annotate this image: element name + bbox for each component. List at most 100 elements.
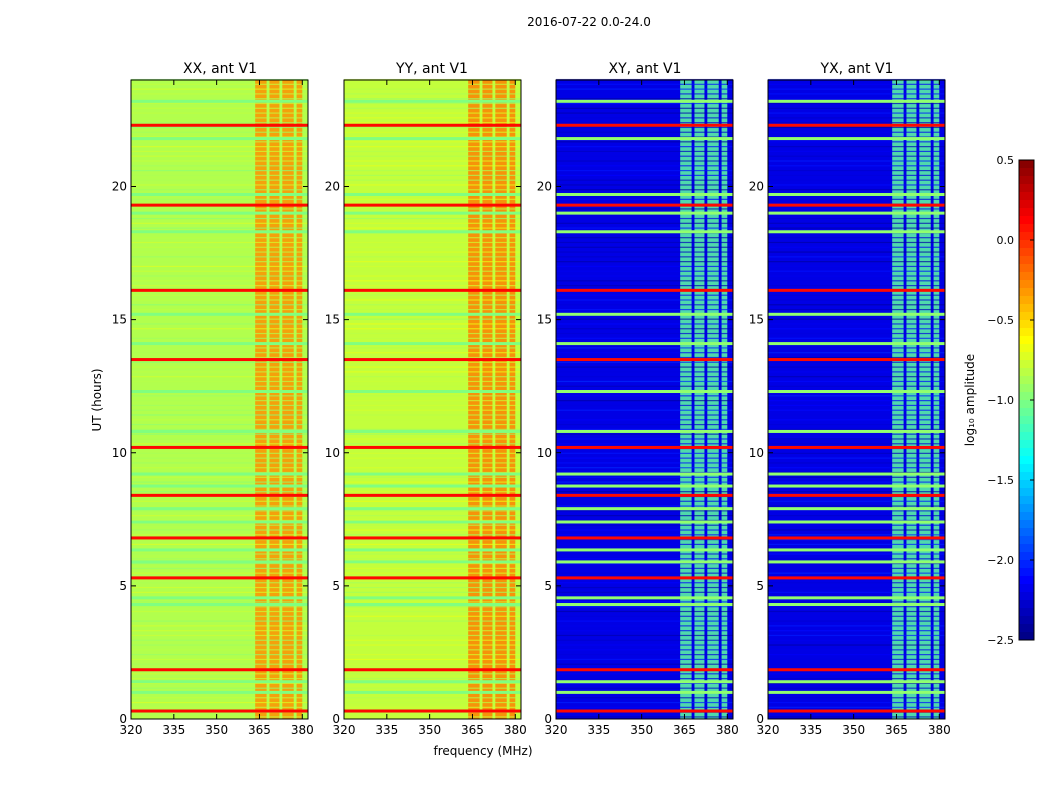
time-stripe — [131, 83, 308, 85]
time-stripe — [344, 208, 521, 210]
time-stripe — [556, 395, 733, 397]
time-stripe — [768, 515, 945, 517]
time-stripe — [556, 529, 733, 531]
time-stripe — [768, 395, 945, 397]
time-stripe — [556, 189, 733, 191]
time-stripe — [768, 112, 945, 114]
time-stripe — [556, 126, 733, 129]
time-stripe — [344, 347, 521, 349]
time-stripe — [344, 457, 521, 459]
time-stripe — [131, 682, 308, 684]
time-stripe — [344, 409, 521, 411]
time-stripe — [556, 625, 733, 627]
time-stripe — [768, 184, 945, 186]
time-stripe — [768, 299, 945, 301]
time-stripe — [768, 601, 945, 603]
time-stripe — [344, 328, 521, 330]
time-stripe — [131, 126, 308, 129]
rfi-band — [468, 80, 480, 719]
flagged-row — [556, 484, 733, 488]
flagged-row — [344, 576, 521, 580]
time-stripe — [344, 615, 521, 617]
time-stripe — [344, 476, 521, 478]
time-stripe — [344, 352, 521, 354]
time-stripe — [131, 366, 308, 368]
time-stripe — [556, 428, 733, 430]
colorbar-segment — [1019, 320, 1034, 329]
time-stripe — [344, 222, 521, 224]
time-stripe — [344, 519, 521, 522]
colorbar-segment — [1019, 552, 1034, 561]
colorbar-tick-label: −1.5 — [987, 474, 1014, 487]
time-stripe — [131, 189, 308, 191]
time-stripe — [768, 433, 945, 435]
flagged-row — [768, 137, 945, 141]
flagged-row — [344, 99, 521, 103]
flagged-row — [344, 484, 521, 488]
time-stripe — [556, 165, 733, 167]
time-stripe — [344, 179, 521, 181]
time-stripe — [556, 716, 733, 718]
time-stripe — [556, 146, 733, 148]
time-stripe — [768, 131, 945, 133]
colorbar-label: log₁₀ amplitude — [963, 354, 977, 446]
colorbar-segment — [1019, 248, 1034, 257]
colorbar-segment — [1019, 368, 1034, 377]
time-stripe — [768, 222, 945, 224]
time-stripe — [344, 649, 521, 651]
time-stripe — [768, 347, 945, 349]
time-stripe — [556, 534, 733, 536]
flagged-row — [768, 560, 945, 564]
colorbar-segment — [1019, 208, 1034, 217]
flagged-row — [768, 668, 945, 672]
time-stripe — [556, 93, 733, 95]
time-stripe — [344, 198, 521, 200]
flagged-row — [131, 99, 308, 103]
colorbar-segment — [1019, 168, 1034, 177]
colorbar-segment — [1019, 456, 1034, 465]
time-stripe — [768, 380, 945, 383]
time-stripe — [131, 102, 308, 105]
time-stripe — [556, 476, 733, 478]
time-stripe — [556, 630, 733, 632]
time-stripe — [131, 553, 308, 555]
time-stripe — [768, 524, 945, 526]
time-stripe — [556, 361, 733, 363]
time-stripe — [556, 562, 733, 565]
y-tick-label: 10 — [112, 446, 127, 460]
time-stripe — [768, 308, 945, 311]
time-stripe — [768, 179, 945, 181]
time-stripe — [344, 438, 521, 440]
flagged-row — [344, 211, 521, 215]
rfi-band — [282, 80, 294, 719]
colorbar-segment — [1019, 376, 1034, 385]
colorbar-segment — [1019, 520, 1034, 529]
time-stripe — [768, 323, 945, 325]
flagged-row — [131, 472, 308, 476]
time-stripe — [344, 452, 521, 454]
time-stripe — [556, 107, 733, 109]
time-stripe — [556, 265, 733, 268]
time-stripe — [556, 491, 733, 493]
time-stripe — [131, 328, 308, 330]
time-stripe — [344, 150, 521, 153]
time-stripe — [131, 673, 308, 675]
flagged-row — [131, 230, 308, 234]
rfi-band — [296, 80, 303, 719]
time-stripe — [556, 649, 733, 651]
time-stripe — [556, 155, 733, 157]
time-stripe — [768, 198, 945, 200]
time-stripe — [556, 462, 733, 464]
time-stripe — [131, 93, 308, 95]
time-stripe — [556, 222, 733, 224]
time-stripe — [556, 169, 733, 172]
time-stripe — [556, 102, 733, 105]
x-tick-label: 320 — [757, 723, 780, 737]
colorbar-segment — [1019, 360, 1034, 369]
time-stripe — [131, 318, 308, 320]
time-stripe — [768, 117, 945, 119]
time-stripe — [131, 414, 308, 416]
time-stripe — [768, 625, 945, 627]
time-stripe — [344, 294, 521, 296]
time-stripe — [344, 275, 521, 277]
